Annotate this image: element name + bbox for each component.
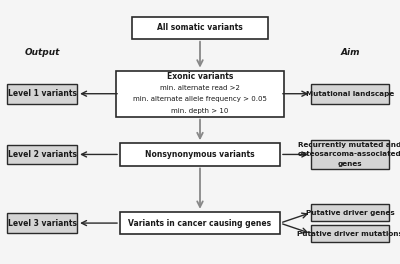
Text: Recurrently mutated and: Recurrently mutated and [298, 142, 400, 148]
Text: Nonsynonymous variants: Nonsynonymous variants [145, 150, 255, 159]
Text: Level 3 variants: Level 3 variants [8, 219, 76, 228]
Text: Level 2 variants: Level 2 variants [8, 150, 76, 159]
FancyBboxPatch shape [116, 70, 284, 117]
Text: osteosarcoma-associated: osteosarcoma-associated [298, 152, 400, 157]
Text: min. alternate allele frequency > 0.05: min. alternate allele frequency > 0.05 [133, 97, 267, 102]
Text: Output: Output [24, 48, 60, 57]
Text: min. depth > 10: min. depth > 10 [171, 108, 229, 114]
FancyBboxPatch shape [311, 225, 389, 242]
FancyBboxPatch shape [132, 16, 268, 39]
Text: min. alternate read >2: min. alternate read >2 [160, 85, 240, 91]
Text: Mutational landscape: Mutational landscape [306, 91, 394, 97]
FancyBboxPatch shape [311, 140, 389, 169]
Text: Level 1 variants: Level 1 variants [8, 89, 76, 98]
Text: Aim: Aim [340, 48, 360, 57]
Text: Variants in cancer causing genes: Variants in cancer causing genes [128, 219, 272, 228]
Text: Exonic variants: Exonic variants [167, 72, 233, 81]
FancyBboxPatch shape [311, 204, 389, 221]
FancyBboxPatch shape [7, 144, 77, 164]
Text: Putative driver mutations: Putative driver mutations [297, 231, 400, 237]
Text: Putative driver genes: Putative driver genes [306, 210, 394, 215]
Text: All somatic variants: All somatic variants [157, 23, 243, 32]
FancyBboxPatch shape [120, 212, 280, 234]
FancyBboxPatch shape [311, 84, 389, 103]
Text: genes: genes [338, 161, 362, 167]
FancyBboxPatch shape [120, 143, 280, 166]
FancyBboxPatch shape [7, 84, 77, 103]
FancyBboxPatch shape [7, 213, 77, 233]
